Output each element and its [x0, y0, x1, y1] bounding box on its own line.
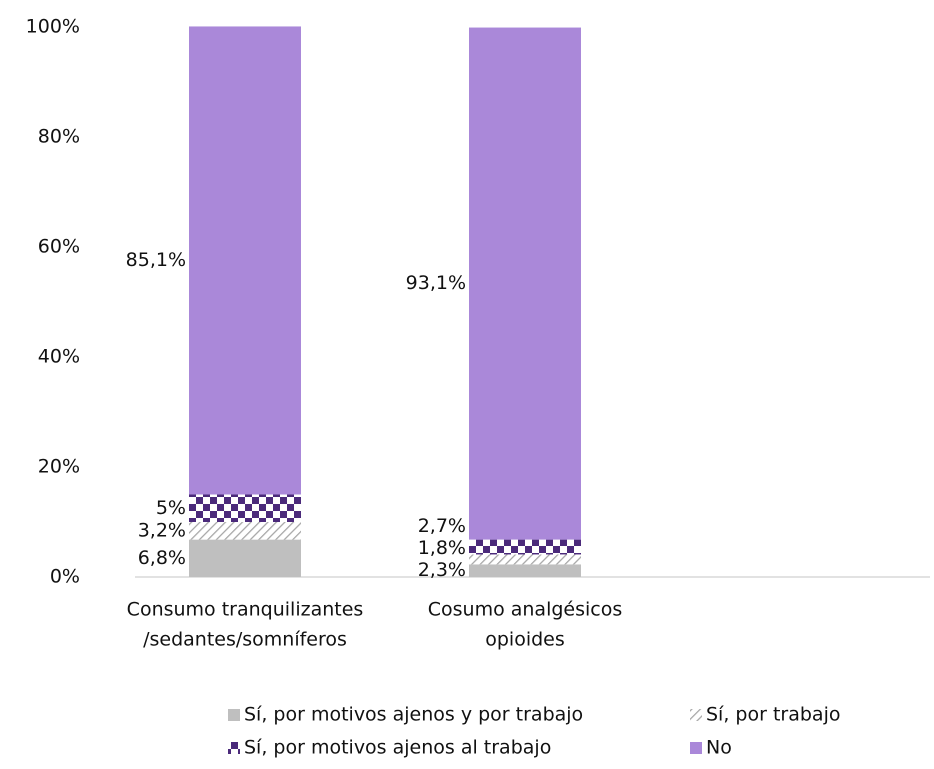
- legend-swatch: [690, 709, 702, 721]
- y-tick-label: 100%: [26, 16, 80, 38]
- value-label: 85,1%: [126, 249, 186, 271]
- legend-swatch: [228, 742, 240, 754]
- y-tick-label: 60%: [38, 236, 80, 258]
- legend-swatch: [690, 742, 702, 754]
- value-label: 2,3%: [418, 559, 466, 581]
- bar-segment: [469, 539, 581, 555]
- legend-label: Sí, por trabajo: [706, 704, 840, 726]
- legend-label: No: [706, 737, 732, 759]
- bar-segment: [469, 564, 581, 577]
- bar-segment: [189, 26, 301, 495]
- value-label: 2,7%: [418, 515, 466, 537]
- value-label: 3,2%: [138, 519, 186, 541]
- x-tick-label: Cosumo analgésicos: [428, 599, 623, 621]
- bar-segment: [469, 554, 581, 565]
- x-tick-label: opioides: [485, 629, 565, 651]
- bar-segment: [189, 494, 301, 522]
- value-label: 93,1%: [406, 272, 466, 294]
- value-label: 5%: [156, 497, 186, 519]
- y-tick-label: 20%: [38, 456, 80, 478]
- bar-segment: [469, 27, 581, 540]
- legend-label: Sí, por motivos ajenos al trabajo: [244, 737, 551, 759]
- value-label: 1,8%: [418, 537, 466, 559]
- value-label: 6,8%: [138, 547, 186, 569]
- legend-label: Sí, por motivos ajenos y por trabajo: [244, 704, 583, 726]
- bar-segment: [189, 522, 301, 540]
- bar-segment: [189, 539, 301, 577]
- x-tick-label: /sedantes/somníferos: [143, 629, 347, 651]
- legend-swatch: [228, 709, 240, 721]
- y-tick-label: 0%: [50, 566, 80, 588]
- y-tick-label: 80%: [38, 126, 80, 148]
- x-tick-label: Consumo tranquilizantes: [127, 599, 364, 621]
- y-tick-label: 40%: [38, 346, 80, 368]
